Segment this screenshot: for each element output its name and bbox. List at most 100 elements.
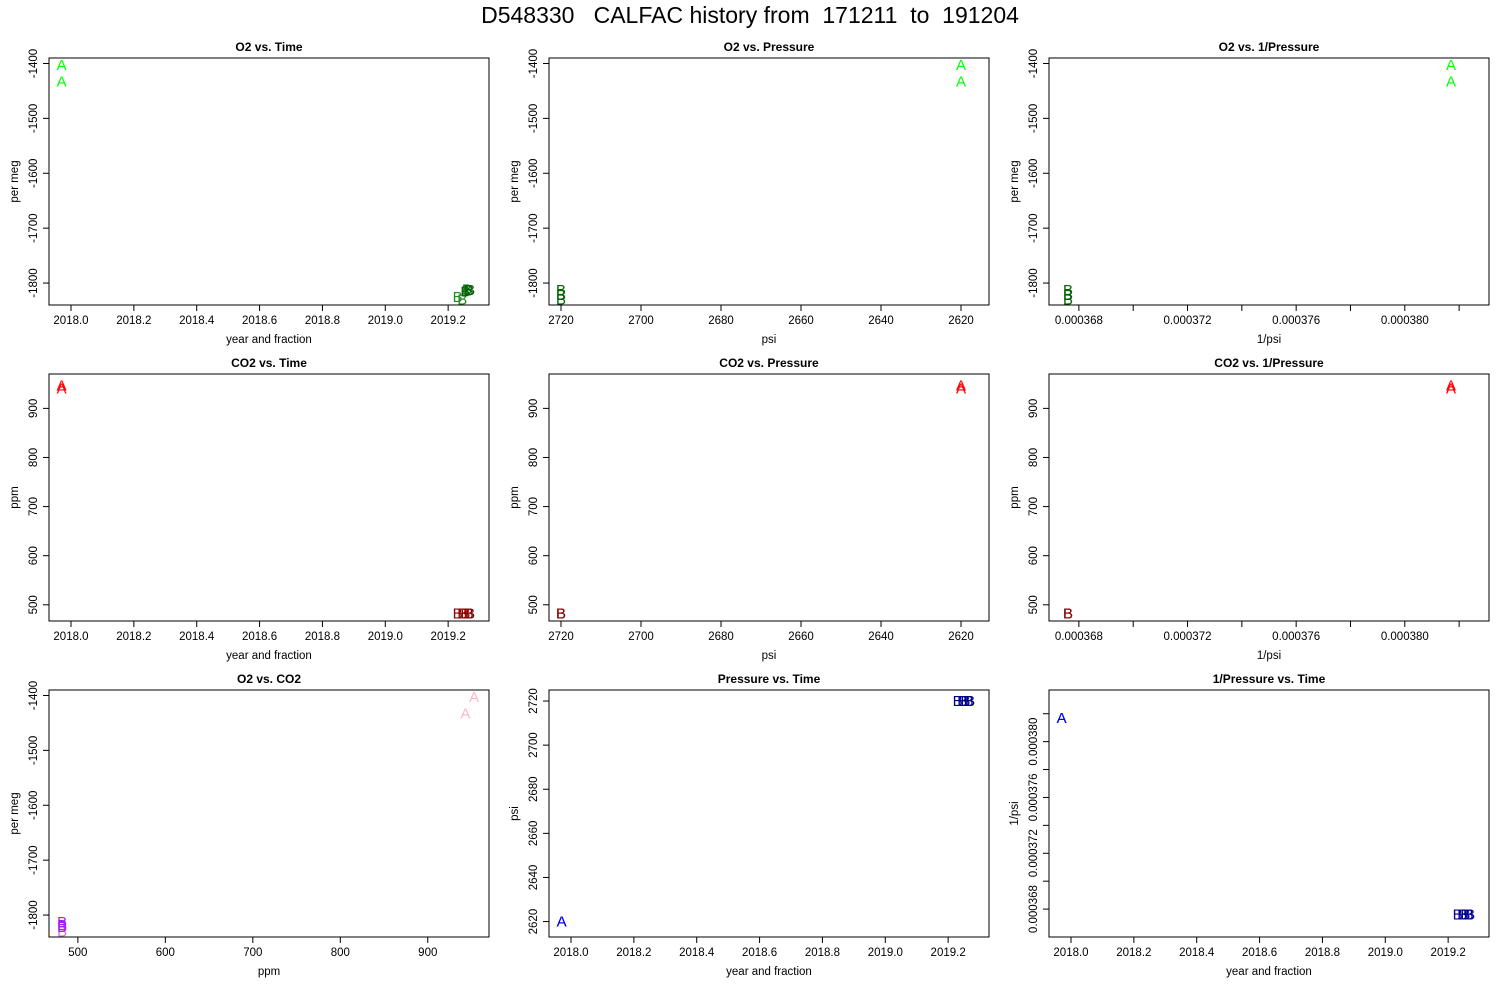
data-point-b: B xyxy=(1453,907,1463,924)
data-point-b: B xyxy=(57,919,67,936)
x-tick-label: 2640 xyxy=(868,631,894,643)
y-axis-label: 1/psi xyxy=(1009,801,1021,825)
chart-panel-9: 1/Pressure vs. Time 2018.0 2018.2 2018.4 201… xyxy=(1009,672,1490,978)
x-tick-label: 2680 xyxy=(708,315,734,327)
y-axis-label: ppm xyxy=(509,486,521,508)
data-point-b: B xyxy=(964,693,974,710)
data-point-b: B xyxy=(460,606,470,623)
x-tick-label: 800 xyxy=(331,947,350,959)
y-tick-label: 0.000372 xyxy=(1028,829,1040,877)
y-tick-label: 700 xyxy=(528,497,540,516)
y-axis-label: psi xyxy=(509,806,521,821)
plot-frame xyxy=(48,373,490,622)
y-tick-label: -1400 xyxy=(28,681,40,710)
y-tick-label: -1400 xyxy=(28,49,40,78)
chart-title: CO2 vs. 1/Pressure xyxy=(1214,356,1324,370)
data-point-a: A xyxy=(469,689,479,706)
y-tick-label: -1800 xyxy=(28,268,40,297)
x-tick-label: 2018.6 xyxy=(742,947,777,959)
x-axis-label: year and fraction xyxy=(726,966,812,978)
data-point-a: A xyxy=(1057,710,1067,727)
data-point-b: B xyxy=(556,287,566,304)
x-tick-label: 2720 xyxy=(548,315,574,327)
y-tick-label: 2700 xyxy=(528,732,540,758)
y-tick-label: 2640 xyxy=(528,865,540,891)
data-point-b: B xyxy=(1464,907,1474,924)
x-tick-label: 700 xyxy=(243,947,262,959)
x-axis-label: ppm xyxy=(258,966,280,978)
y-tick-label: -1500 xyxy=(28,104,40,133)
y-tick-label: -1700 xyxy=(1028,213,1040,242)
y-axis-label: ppm xyxy=(9,486,21,508)
x-tick-label: 2019.2 xyxy=(431,315,466,327)
x-tick-label: 2018.4 xyxy=(1179,947,1215,959)
data-point-b: B xyxy=(457,292,467,309)
y-tick-label: 700 xyxy=(1028,497,1040,516)
data-point-b: B xyxy=(1063,606,1073,623)
data-point-b: B xyxy=(1063,606,1073,623)
plot-frame xyxy=(548,689,990,938)
y-tick-label: 500 xyxy=(28,595,40,614)
x-tick-label: 2620 xyxy=(948,315,974,327)
data-point-b: B xyxy=(462,282,472,299)
data-point-b: B xyxy=(1063,292,1073,309)
y-tick-label: 500 xyxy=(1028,595,1040,614)
x-axis-label: psi xyxy=(762,650,777,662)
chart-panel-2: O2 vs. Pressure 2720 2700 2680 2660 2640 2620 p… xyxy=(509,40,990,346)
x-tick-label: 2018.0 xyxy=(1053,947,1088,959)
x-tick-label: 2700 xyxy=(628,315,654,327)
chart-panel-8: Pressure vs. Time 2018.0 2018.2 2018.4 2018.… xyxy=(509,672,990,978)
y-axis-label: per meg xyxy=(509,160,521,202)
x-axis-label: 1/psi xyxy=(1257,650,1281,662)
x-tick-label: 2660 xyxy=(788,315,814,327)
data-point-b: B xyxy=(57,914,67,931)
x-tick-label: 0.000368 xyxy=(1055,315,1103,327)
data-point-a: A xyxy=(57,74,67,91)
x-tick-label: 2019.0 xyxy=(868,947,903,959)
data-point-b: B xyxy=(464,283,474,300)
data-point-b: B xyxy=(1063,287,1073,304)
plot-frame xyxy=(48,689,490,938)
y-axis-label: per meg xyxy=(9,792,21,834)
page-title: D548330 CALFAC history from 171211 to 19… xyxy=(481,2,1019,28)
x-axis-label: 1/psi xyxy=(1257,334,1281,346)
x-tick-label: 0.000372 xyxy=(1164,631,1212,643)
x-tick-label: 2018.2 xyxy=(1116,947,1151,959)
x-tick-label: 0.000376 xyxy=(1272,631,1320,643)
y-tick-label: -1800 xyxy=(528,268,540,297)
x-tick-label: 2018.2 xyxy=(116,631,151,643)
x-tick-label: 2018.8 xyxy=(305,631,340,643)
x-axis-label: year and fraction xyxy=(1226,966,1312,978)
y-tick-label: -1700 xyxy=(528,213,540,242)
chart-title: O2 vs. CO2 xyxy=(237,672,301,686)
data-point-a: A xyxy=(1057,710,1067,727)
data-point-a: A xyxy=(1446,377,1456,394)
chart-panel-6: CO2 vs. 1/Pressure 0.000368 0.000372 0.0003… xyxy=(1009,356,1490,662)
y-axis-label: per meg xyxy=(9,160,21,202)
y-tick-label: -1700 xyxy=(28,845,40,874)
chart-title: CO2 vs. Pressure xyxy=(719,356,819,370)
plot-frame xyxy=(548,373,990,622)
y-tick-label: 900 xyxy=(28,399,40,418)
chart-title: CO2 vs. Time xyxy=(231,356,307,370)
y-tick-label: -1400 xyxy=(528,49,540,78)
plot-frame xyxy=(1048,57,1490,306)
data-point-a: A xyxy=(57,57,67,74)
data-point-b: B xyxy=(556,282,566,299)
data-point-b: B xyxy=(465,606,475,623)
plot-frame xyxy=(548,57,990,306)
y-tick-label: 2660 xyxy=(528,821,540,847)
y-tick-label: 600 xyxy=(528,546,540,565)
data-point-b: B xyxy=(556,606,566,623)
chart-panel-4: CO2 vs. Time 2018.0 2018.2 2018.4 2018.6 2018… xyxy=(9,356,490,662)
data-point-b: B xyxy=(1063,282,1073,299)
data-point-b: B xyxy=(465,282,475,299)
x-tick-label: 0.000380 xyxy=(1381,315,1429,327)
y-tick-label: 0.000380 xyxy=(1028,718,1040,766)
chart-panel-3: O2 vs. 1/Pressure 0.000368 0.000372 0.00037… xyxy=(1009,40,1490,346)
data-point-b: B xyxy=(1465,907,1475,924)
data-point-b: B xyxy=(953,693,963,710)
x-tick-label: 2660 xyxy=(788,631,814,643)
x-tick-label: 2720 xyxy=(548,631,574,643)
